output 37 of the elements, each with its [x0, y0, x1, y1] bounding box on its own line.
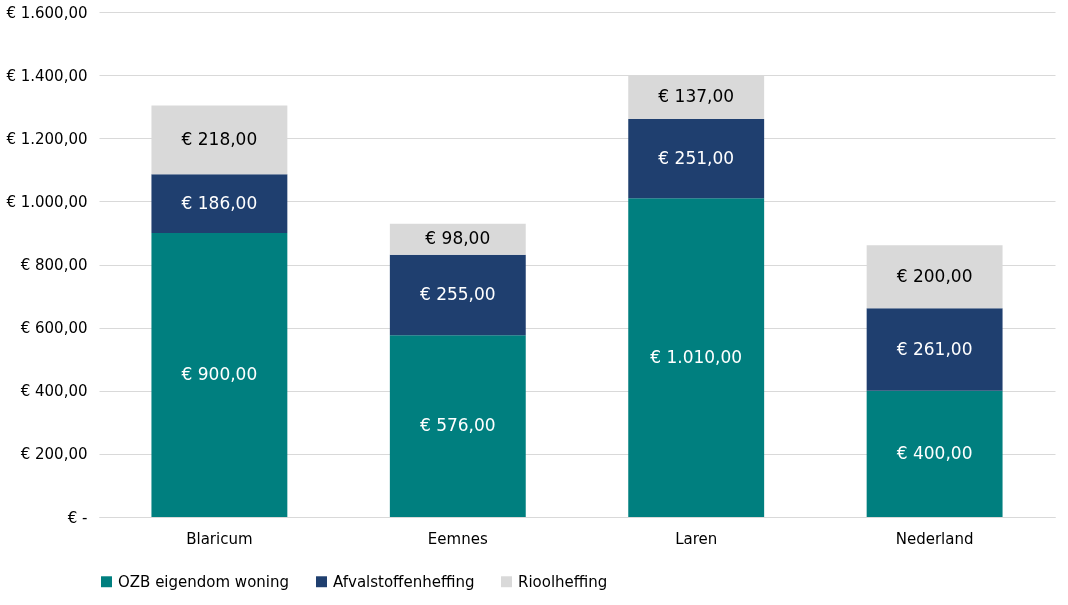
- bar: [151, 232, 288, 517]
- data-label: € 900,00: [181, 363, 258, 384]
- data-label: € 400,00: [896, 442, 973, 463]
- data-label: € 218,00: [181, 128, 258, 149]
- y-tick-label: € 1.200,00: [6, 129, 88, 148]
- bar: [151, 174, 288, 233]
- y-tick-label: € 1.000,00: [6, 192, 88, 211]
- data-label: € 255,00: [419, 283, 496, 304]
- bar: [628, 198, 765, 517]
- data-label: € 98,00: [425, 228, 491, 249]
- y-tick-label: € 200,00: [20, 445, 88, 464]
- x-tick-label: Nederland: [895, 529, 974, 548]
- y-tick-label: € 400,00: [20, 382, 88, 401]
- data-label: € 186,00: [181, 192, 258, 213]
- y-tick-label: € 1.600,00: [6, 3, 88, 22]
- data-label: € 251,00: [658, 147, 735, 168]
- bar: [628, 119, 765, 199]
- data-label: € 137,00: [658, 86, 735, 107]
- y-tick-label: € 1.400,00: [6, 66, 88, 85]
- bar: [389, 223, 526, 255]
- legend-label: Rioolheffing: [518, 572, 608, 591]
- x-tick-label: Laren: [675, 529, 718, 548]
- legend-label: OZB eigendom woning: [118, 572, 290, 591]
- x-tick-label: Blaricum: [186, 529, 253, 548]
- x-tick-label: Eemnes: [427, 529, 488, 548]
- bar: [389, 254, 526, 336]
- bar: [866, 390, 1003, 517]
- y-tick-label: € -: [67, 508, 88, 527]
- bar: [866, 308, 1003, 391]
- data-label: € 576,00: [419, 415, 496, 436]
- data-label: € 261,00: [896, 338, 973, 359]
- y-tick-label: € 600,00: [20, 319, 88, 338]
- bar: [389, 335, 526, 517]
- data-label: € 200,00: [896, 265, 973, 286]
- y-tick-label: € 800,00: [20, 256, 88, 274]
- legend-label: Afvalstoffenheffing: [333, 572, 475, 591]
- data-label: € 1.010,00: [650, 346, 743, 367]
